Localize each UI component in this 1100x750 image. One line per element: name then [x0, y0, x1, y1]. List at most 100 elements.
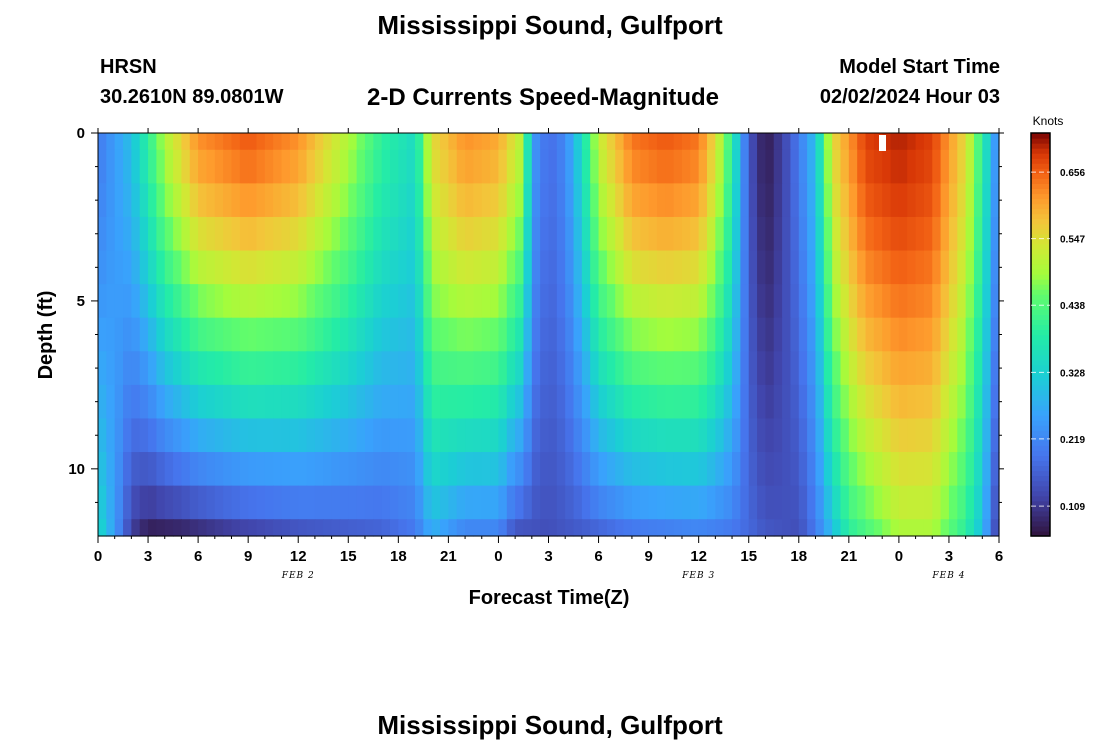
heatmap-cell: [573, 183, 583, 218]
heatmap-cell: [673, 418, 683, 453]
heatmap-cell: [198, 149, 208, 184]
heatmap-cell: [740, 149, 750, 184]
heatmap-cell: [707, 519, 716, 537]
colorbar-segment: [1031, 223, 1050, 230]
heatmap-cell: [732, 284, 741, 319]
heatmap-cell: [281, 519, 291, 537]
heatmap-cell: [540, 485, 550, 520]
heatmap-cell: [106, 133, 116, 151]
heatmap-cell: [798, 519, 808, 537]
heatmap-cell: [239, 418, 249, 453]
heatmap-cell: [640, 519, 650, 537]
heatmap-cell: [623, 452, 633, 487]
heatmap-cell: [573, 384, 583, 420]
heatmap-cell: [907, 351, 917, 386]
colorbar-segment: [1031, 289, 1050, 295]
heatmap-cell: [573, 519, 583, 537]
heatmap-cell: [957, 216, 967, 252]
heatmap-cell: [723, 351, 733, 386]
footer-title: Mississippi Sound, Gulfport: [377, 710, 723, 740]
heatmap-cell: [473, 284, 483, 319]
heatmap-cell: [206, 485, 216, 520]
colorbar-tick-label: 0.656: [1060, 168, 1085, 179]
heatmap-cell: [398, 519, 408, 537]
colorbar-segment: [1031, 490, 1050, 497]
heatmap-cell: [765, 183, 775, 218]
heatmap-cell: [515, 351, 525, 386]
heatmap-cell: [673, 317, 683, 352]
heatmap-cell: [890, 519, 900, 537]
heatmap-cell: [640, 351, 650, 386]
heatmap-cell: [648, 351, 658, 386]
heatmap-cell: [373, 317, 383, 352]
heatmap-cell: [690, 452, 700, 487]
colorbar-segment: [1031, 435, 1050, 441]
heatmap-cell: [431, 149, 441, 184]
heatmap-cell: [590, 317, 600, 352]
heatmap-cell: [948, 351, 958, 386]
colorbar-segment: [1031, 198, 1050, 205]
heatmap-cell: [665, 250, 675, 285]
heatmap-cell: [740, 452, 750, 487]
heatmap-cell: [990, 149, 1000, 184]
heatmap-cell: [231, 452, 241, 487]
heatmap-cell: [757, 452, 766, 487]
heatmap-cell: [665, 216, 675, 252]
heatmap-cell: [481, 485, 491, 520]
heatmap-cell: [481, 133, 491, 151]
heatmap-cell: [239, 452, 249, 487]
heatmap-cell: [773, 216, 783, 252]
heatmap-cell: [640, 133, 650, 151]
heatmap-cell: [565, 149, 575, 184]
heatmap-cell: [264, 384, 274, 420]
heatmap-cell: [281, 284, 291, 319]
heatmap-cell: [131, 485, 141, 520]
heatmap-cell: [565, 216, 575, 252]
heatmap-cell: [673, 384, 683, 420]
heatmap-cell: [114, 317, 124, 352]
heatmap-cell: [932, 216, 942, 252]
heatmap-cell: [898, 183, 908, 218]
heatmap-cell: [565, 351, 575, 386]
heatmap-cell: [198, 284, 208, 319]
colorbar-segment: [1031, 319, 1050, 326]
heatmap-cell: [431, 250, 441, 285]
heatmap-cell: [857, 183, 867, 218]
heatmap-cell: [932, 384, 942, 420]
heatmap-cell: [515, 183, 525, 218]
heatmap-cell: [289, 452, 299, 487]
heatmap-cell: [690, 250, 700, 285]
x-tick-label: 18: [390, 548, 407, 565]
heatmap-cell: [106, 384, 116, 420]
colorbar-segment: [1031, 520, 1050, 527]
heatmap-cell: [740, 384, 750, 420]
heatmap-cell: [623, 250, 633, 285]
heatmap-cell: [239, 351, 249, 386]
heatmap-cell: [506, 351, 516, 386]
heatmap-cell: [531, 183, 541, 218]
heatmap-cell: [565, 317, 575, 352]
x-tick-label: 9: [644, 548, 652, 565]
heatmap-cell: [640, 384, 650, 420]
x-axis-title: Forecast Time(Z): [469, 587, 630, 609]
heatmap-cell: [873, 250, 883, 285]
heatmap-cell: [273, 317, 283, 352]
colorbar-segment: [1031, 475, 1050, 482]
heatmap-cell: [465, 485, 475, 520]
heatmap-cell: [915, 485, 925, 520]
heatmap-cell: [890, 250, 900, 285]
heatmap-cell: [98, 183, 107, 218]
heatmap-cell: [456, 418, 466, 453]
date-label: FEB 3: [681, 571, 715, 581]
heatmap-cell: [356, 485, 366, 520]
heatmap-cell: [348, 133, 358, 151]
heatmap-cell: [707, 216, 716, 252]
heatmap-cell: [498, 133, 508, 151]
heatmap-cell: [448, 133, 458, 151]
heatmap-cell: [873, 149, 883, 184]
heatmap-cell: [106, 284, 116, 319]
heatmap-cell: [757, 133, 766, 151]
colorbar-segment: [1031, 188, 1050, 195]
heatmap-cell: [381, 250, 391, 285]
heatmap-cell: [782, 384, 792, 420]
